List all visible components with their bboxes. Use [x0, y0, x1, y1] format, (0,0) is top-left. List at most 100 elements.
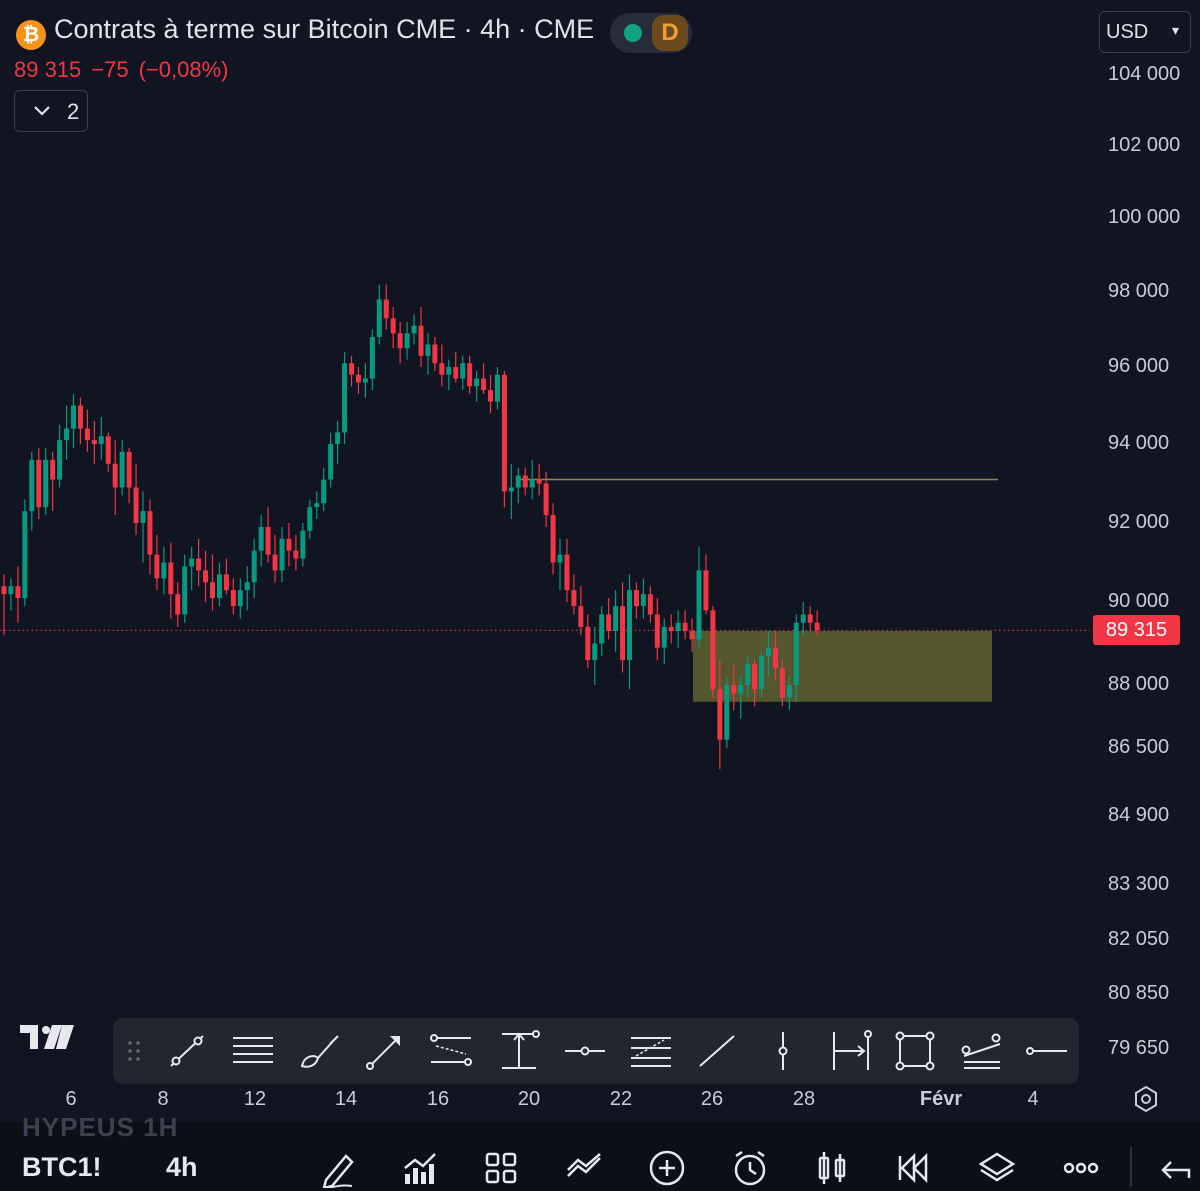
candle	[647, 586, 653, 623]
candle	[251, 538, 257, 599]
candle	[501, 370, 507, 508]
currency-select[interactable]: USD ▾	[1099, 11, 1191, 53]
candle	[731, 664, 737, 711]
candle	[640, 578, 646, 619]
parallel-channel-icon[interactable]	[426, 1026, 476, 1076]
candle	[203, 550, 209, 602]
line-icon[interactable]	[692, 1026, 742, 1076]
price-axis-label: 102 000	[1108, 134, 1181, 156]
date-range-icon[interactable]	[826, 1026, 876, 1076]
candle	[355, 367, 361, 394]
candle	[661, 618, 667, 665]
time-axis-label: 4	[1027, 1088, 1039, 1110]
time-axis-label: 26	[700, 1088, 724, 1110]
candle	[57, 424, 63, 488]
bottom-divider	[1130, 1147, 1132, 1187]
candle	[369, 329, 375, 391]
layers-icon[interactable]	[977, 1148, 1017, 1188]
candle	[550, 503, 556, 575]
chart-type-icon[interactable]	[812, 1148, 852, 1188]
candle	[654, 598, 660, 661]
candle	[84, 409, 90, 452]
candle	[439, 344, 445, 387]
pencil-icon[interactable]	[318, 1148, 358, 1188]
vertical-measure-icon[interactable]	[494, 1026, 544, 1076]
horizontal-ray-icon[interactable]	[560, 1026, 610, 1076]
candlestick-chart[interactable]	[0, 0, 1090, 1010]
layout-grid-icon[interactable]	[481, 1148, 521, 1188]
candle	[286, 523, 292, 567]
price-axis-label: 96 000	[1108, 355, 1170, 377]
chart-title[interactable]: Contrats à terme sur Bitcoin CME · 4h · …	[54, 14, 595, 44]
candle	[390, 307, 396, 349]
price-axis-label: 90 000	[1108, 590, 1170, 612]
candle	[161, 546, 167, 595]
time-axis-label: 12	[243, 1088, 267, 1110]
candle	[349, 355, 354, 387]
current-price-tag: 89 315	[1093, 615, 1180, 645]
candle	[362, 363, 368, 398]
zone-rectangle[interactable]	[693, 631, 992, 702]
candle	[689, 618, 695, 652]
price-axis-label: 84 900	[1108, 804, 1170, 826]
candle	[404, 322, 410, 360]
drag-handle-icon[interactable]	[110, 1026, 160, 1076]
time-axis-label: 8	[157, 1088, 169, 1110]
market-open-dot-icon	[624, 24, 642, 42]
alert-icon[interactable]	[730, 1148, 770, 1188]
add-icon[interactable]	[647, 1148, 687, 1188]
candle	[703, 554, 709, 615]
interval-button[interactable]: 4h	[166, 1152, 198, 1182]
rectangle-icon[interactable]	[890, 1026, 940, 1076]
pitchfork-icon[interactable]	[956, 1026, 1006, 1076]
candle	[154, 534, 160, 591]
delay-badge[interactable]: D	[652, 15, 688, 51]
time-axis-label: 6	[65, 1088, 77, 1110]
candle	[335, 420, 341, 464]
caret-down-icon: ▾	[1172, 22, 1180, 38]
candle	[182, 554, 188, 623]
price-axis-label: 98 000	[1108, 280, 1170, 302]
candle	[606, 598, 612, 640]
back-icon[interactable]	[1155, 1148, 1195, 1188]
arrow-icon[interactable]	[360, 1026, 410, 1076]
indicators-icon[interactable]	[399, 1148, 439, 1188]
candle	[786, 676, 792, 711]
tradingview-logo-icon	[20, 1025, 74, 1049]
vertical-line-icon[interactable]	[758, 1026, 808, 1076]
replay-icon[interactable]	[894, 1148, 934, 1188]
compare-icon[interactable]	[564, 1148, 604, 1188]
candle	[696, 546, 702, 648]
candle	[43, 447, 49, 516]
indicator-count: 2	[67, 99, 80, 124]
candle	[522, 467, 528, 496]
candle	[807, 606, 813, 632]
brush-icon[interactable]	[294, 1026, 344, 1076]
settings-icon[interactable]	[1131, 1084, 1161, 1114]
price-axis-label: 79 650	[1108, 1037, 1170, 1059]
candle	[446, 359, 452, 391]
candle	[633, 582, 639, 619]
candle	[279, 526, 285, 583]
candle	[571, 574, 577, 615]
indicator-toggle-button[interactable]: 2	[14, 90, 88, 132]
candle	[196, 538, 202, 587]
candle	[265, 507, 271, 563]
candle	[300, 523, 306, 567]
fib-retracement-icon[interactable]	[626, 1026, 676, 1076]
candle	[752, 660, 758, 706]
horizontal-line-icon[interactable]	[1022, 1026, 1072, 1076]
candle	[147, 499, 153, 575]
trend-line-icon[interactable]	[162, 1026, 212, 1076]
candle	[307, 499, 313, 539]
candle	[627, 574, 632, 690]
horizontal-lines-icon[interactable]	[228, 1026, 278, 1076]
candle	[105, 432, 111, 472]
price-axis-label: 104 000	[1108, 63, 1181, 85]
symbol-button[interactable]: BTC1!	[22, 1152, 102, 1182]
more-icon[interactable]	[1061, 1148, 1101, 1188]
candle	[668, 614, 674, 644]
candle	[557, 538, 563, 591]
candle	[15, 566, 21, 623]
candle	[244, 566, 250, 611]
